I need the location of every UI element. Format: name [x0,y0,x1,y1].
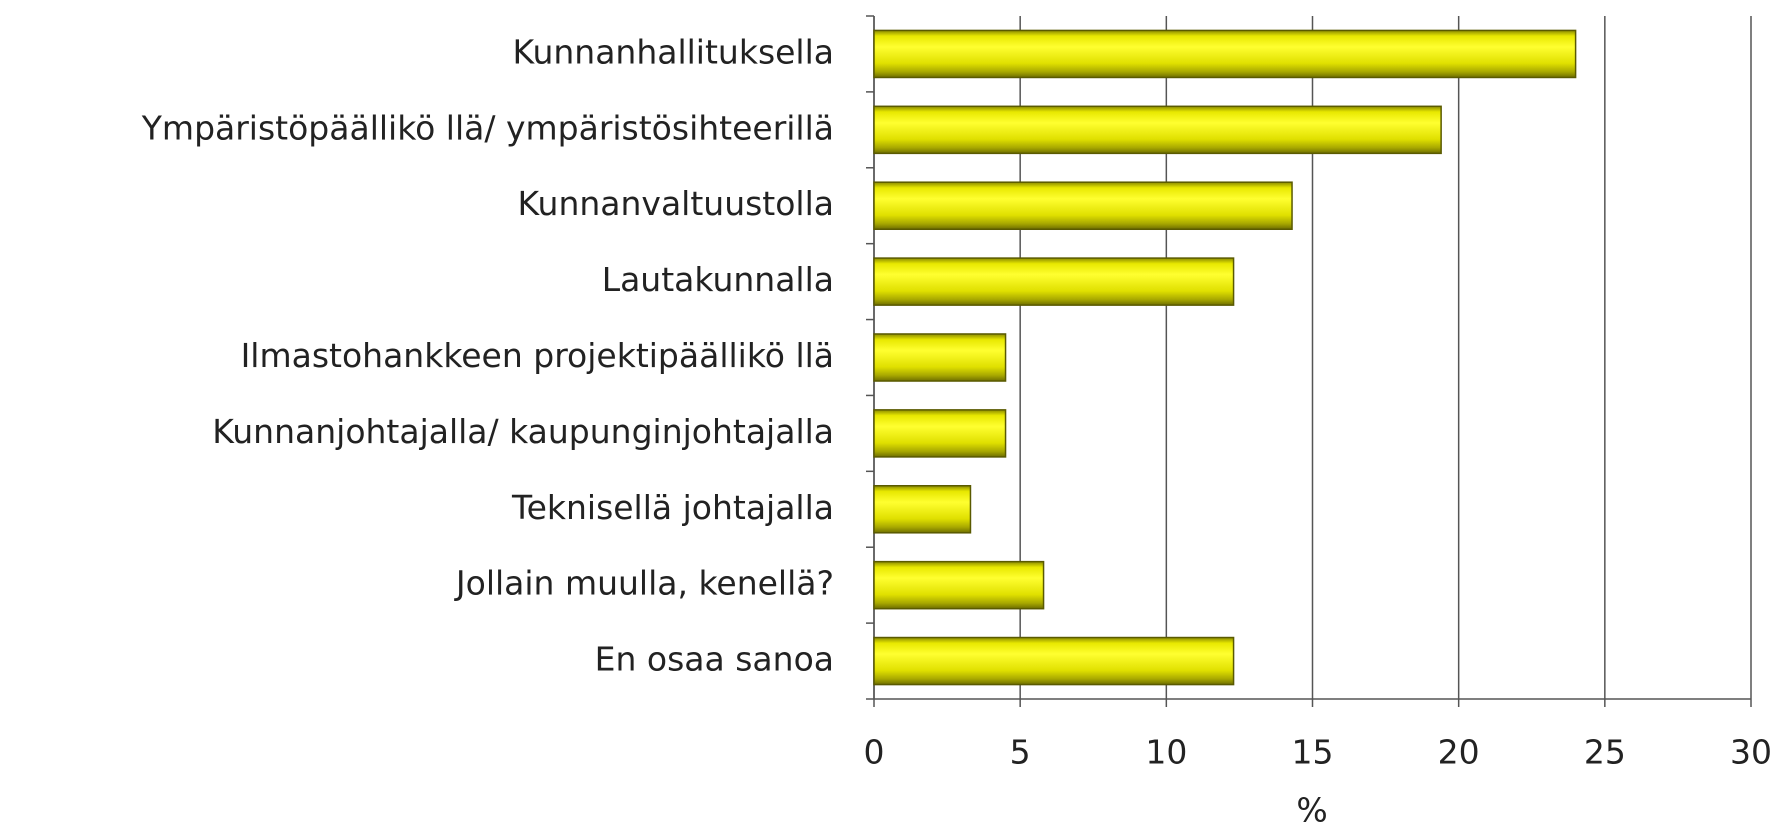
bar [873,485,972,534]
x-tick-label: 0 [864,733,885,772]
x-axis-label: % [1296,791,1327,829]
x-tick-label: 30 [1730,733,1772,772]
y-tick-label: Kunnanjohtajalla/ kaupunginjohtajalla [212,412,834,451]
x-tick-label: 20 [1438,733,1480,772]
y-tick-label: Kunnanhallituksella [512,32,834,71]
y-tick-label: Kunnanvaltuustolla [518,184,834,223]
bar [873,105,1442,155]
x-tick-label: 5 [1010,733,1031,772]
y-tick-label: Ilmastohankkeen projektipäällikö llä [241,336,834,375]
x-tick-label: 25 [1584,733,1626,772]
bar [873,560,1045,610]
y-tick-label: Teknisellä johtajalla [511,488,834,527]
bar [873,29,1577,79]
x-tick-label: 15 [1292,733,1334,772]
bar [873,636,1235,686]
bar [873,181,1293,230]
y-tick-label: En osaa sanoa [595,640,834,679]
bar [873,333,1007,382]
y-tick-label: Jollain muulla, kenellä? [454,564,834,603]
bar [873,409,1007,458]
y-tick-label: Ympäristöpäällikö llä/ ympäristösihteeri… [141,108,834,147]
x-tick-label: 10 [1145,733,1187,772]
y-tick-label: Lautakunnalla [602,260,834,299]
bar [873,257,1235,306]
